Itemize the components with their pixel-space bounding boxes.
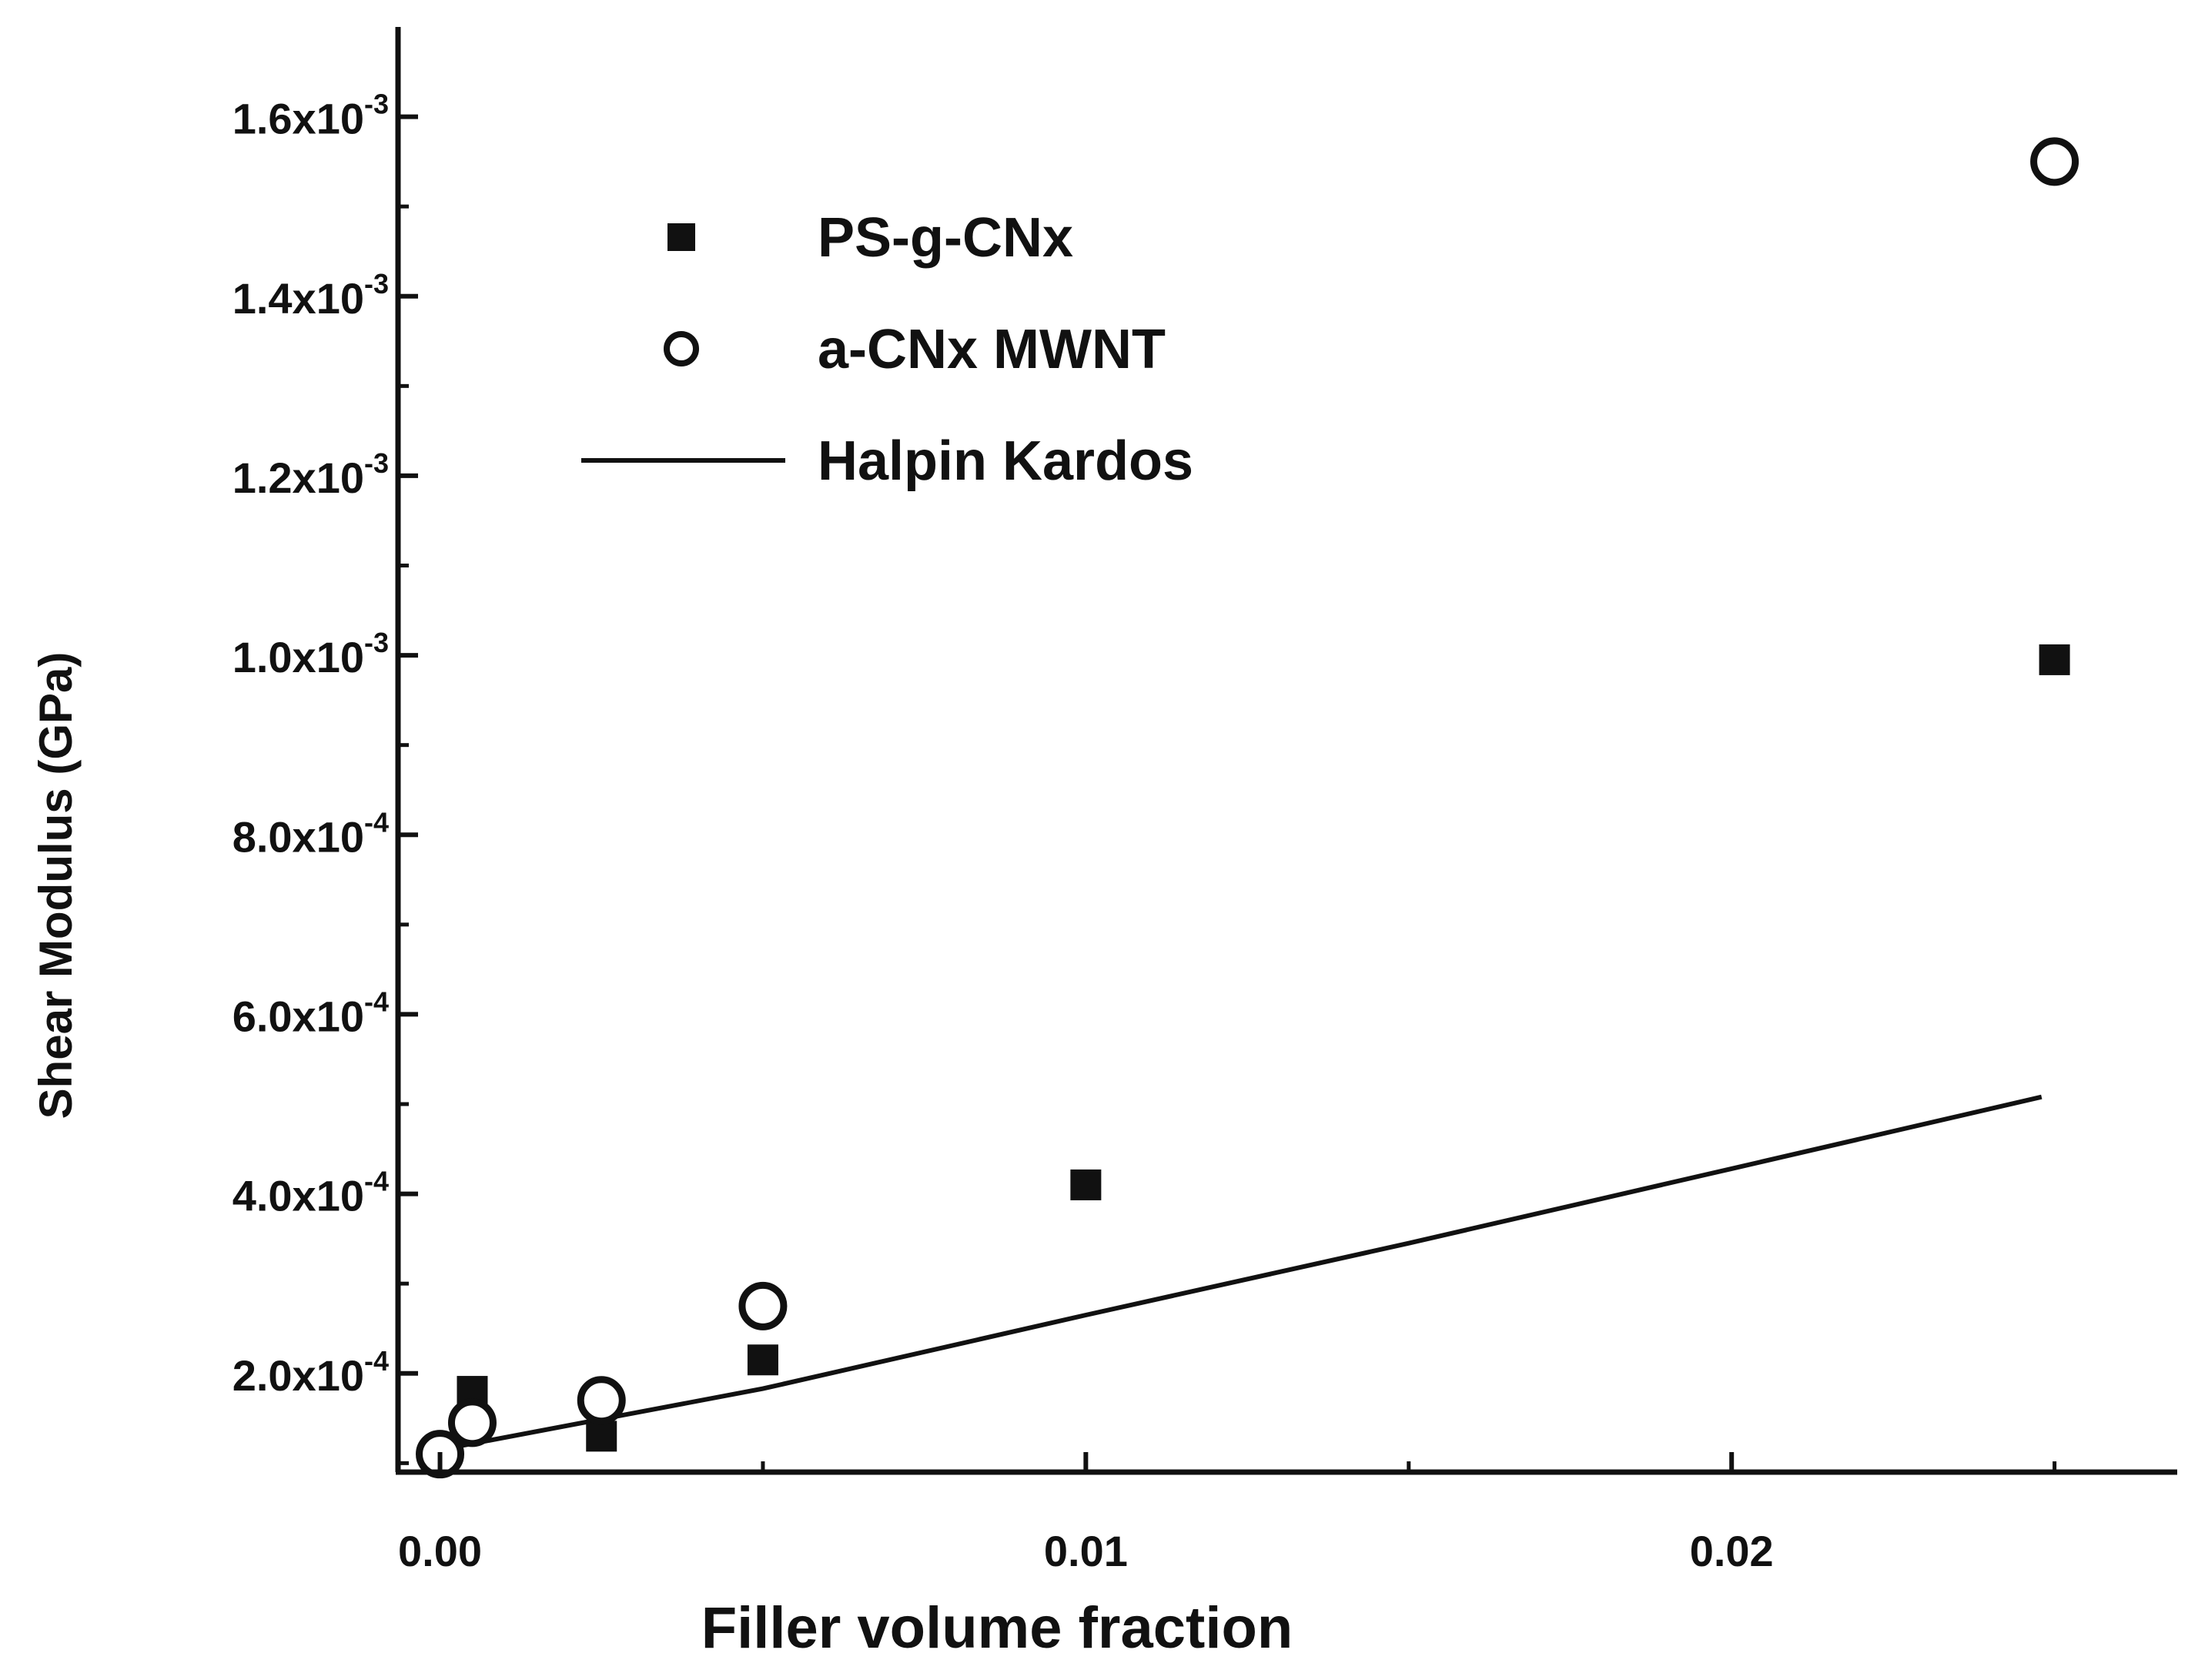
x-tick-label: 0.00 — [398, 1527, 482, 1575]
x-axis-title: Filler volume fraction — [701, 1595, 1293, 1661]
data-point-a-cnx-mwnt — [447, 1398, 497, 1447]
y-tick-label: 2.0x10-4 — [233, 1345, 389, 1400]
legend-label: PS-g-CNx — [818, 207, 1073, 269]
data-point-a-cnx-mwnt — [577, 1376, 626, 1425]
x-tick-label: 0.01 — [1044, 1527, 1128, 1575]
data-point-a-cnx-mwnt — [2030, 137, 2079, 186]
legend-label: a-CNx MWNT — [818, 319, 1166, 380]
data-point-ps-g-cnx — [2039, 644, 2070, 675]
data-point-ps-g-cnx — [1070, 1169, 1102, 1200]
x-tick-label: 0.02 — [1690, 1527, 1774, 1575]
data-point-a-cnx-mwnt — [738, 1281, 788, 1330]
y-tick-label: 4.0x10-4 — [233, 1166, 389, 1220]
data-point-ps-g-cnx — [747, 1344, 778, 1376]
legend-item: a-CNx MWNT — [664, 319, 1166, 380]
y-tick-label: 1.2x10-3 — [233, 447, 389, 502]
y-tick-label: 1.6x10-3 — [233, 89, 389, 143]
y-tick-label: 1.4x10-3 — [233, 268, 389, 323]
legend-marker-square — [667, 223, 695, 251]
legend-marker-circle — [664, 331, 699, 366]
y-axis-title: Shear Modulus (GPa) — [30, 652, 82, 1119]
legend-label: Halpin Kardos — [818, 430, 1193, 492]
y-tick-label: 8.0x10-4 — [233, 806, 389, 861]
data-point-ps-g-cnx — [586, 1421, 617, 1452]
legend-item: PS-g-CNx — [667, 207, 1073, 269]
series-line-halpin-kardos — [439, 1094, 2042, 1452]
legend-item: Halpin Kardos — [581, 430, 1193, 492]
y-tick-label: 1.0x10-3 — [233, 627, 389, 681]
y-tick-label: 6.0x10-4 — [233, 986, 389, 1040]
